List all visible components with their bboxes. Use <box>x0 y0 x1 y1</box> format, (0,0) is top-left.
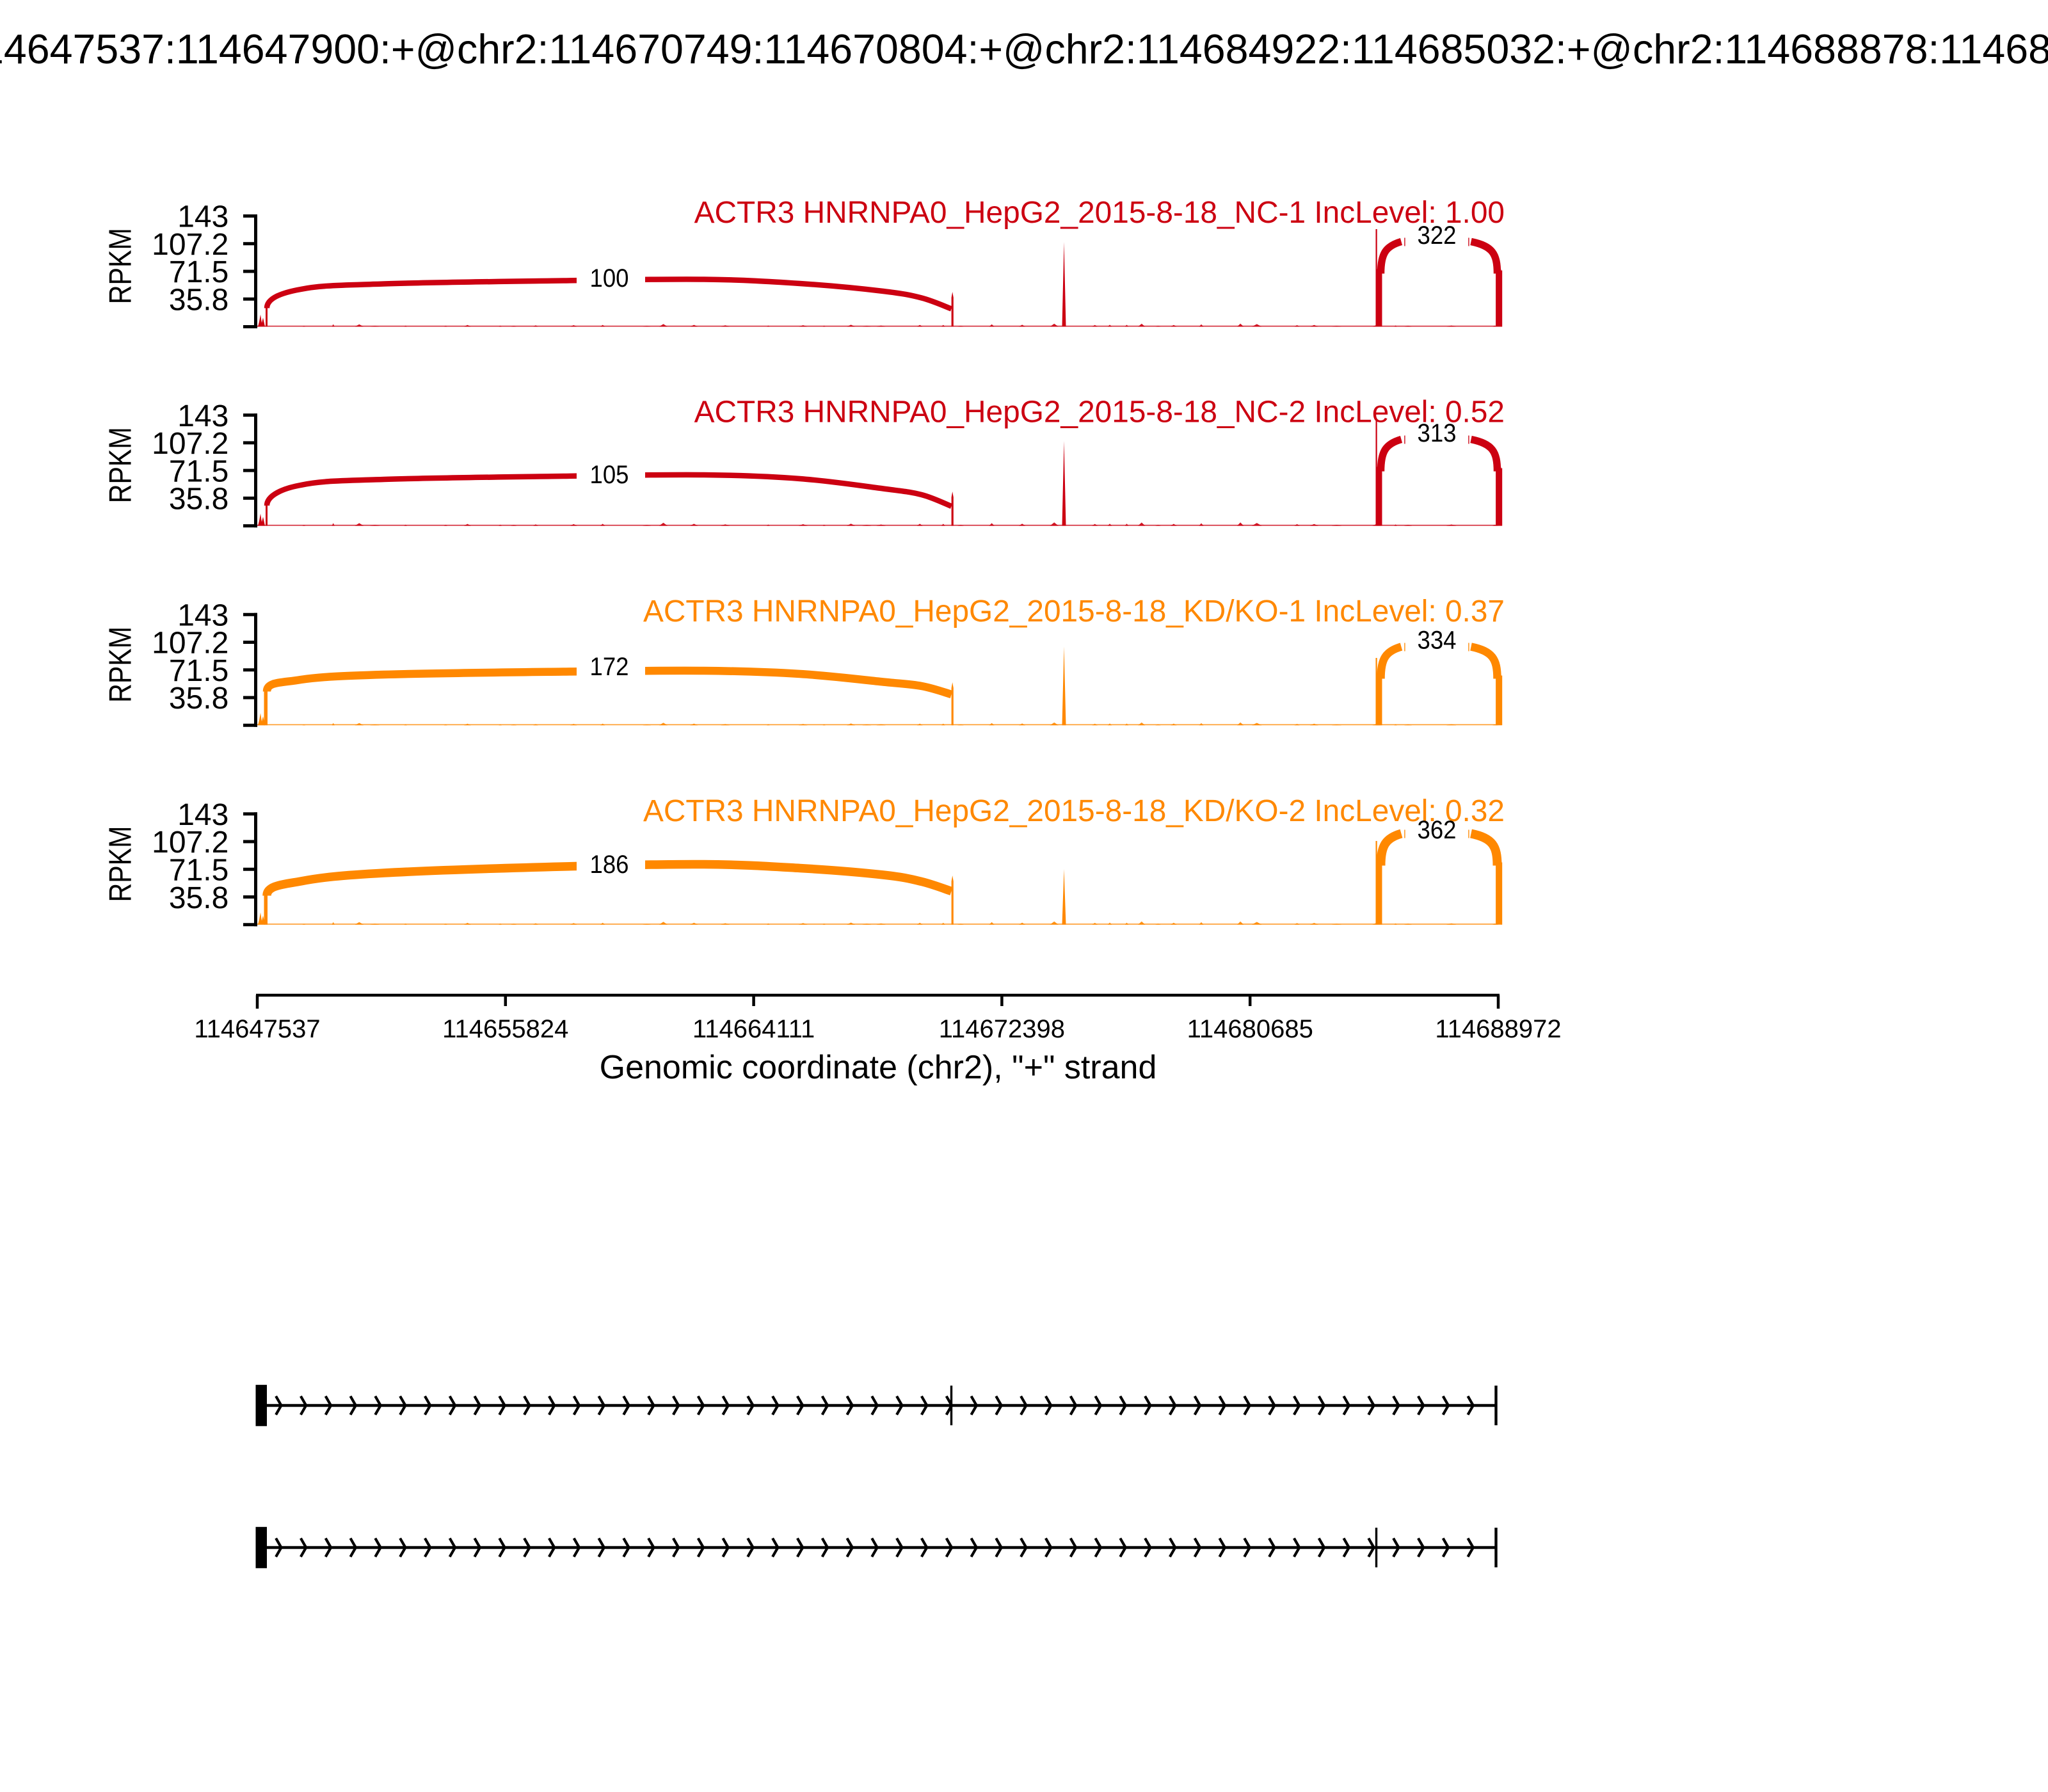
svg-text:114688972: 114688972 <box>1435 1015 1561 1043</box>
svg-text:RPKM: RPKM <box>103 826 138 902</box>
svg-text:35.8: 35.8 <box>169 483 228 516</box>
svg-text:114680685: 114680685 <box>1187 1015 1313 1043</box>
svg-text:114647537: 114647537 <box>194 1015 320 1043</box>
svg-text:RPKM: RPKM <box>103 627 138 703</box>
svg-text:71.5: 71.5 <box>169 854 228 888</box>
svg-text:114655824: 114655824 <box>442 1015 568 1043</box>
svg-text:143: 143 <box>177 598 228 632</box>
svg-text:362: 362 <box>1418 816 1457 844</box>
svg-text:322: 322 <box>1418 221 1457 250</box>
svg-text:107.2: 107.2 <box>152 826 228 860</box>
svg-text:71.5: 71.5 <box>169 654 228 688</box>
svg-text:114672398: 114672398 <box>939 1015 1065 1043</box>
svg-text:ACTR3 HNRNPA0_HepG2_2015-8-18_: ACTR3 HNRNPA0_HepG2_2015-8-18_KD/KO-1 In… <box>643 595 1505 628</box>
svg-text:107.2: 107.2 <box>152 627 228 660</box>
svg-text:114664111: 114664111 <box>692 1015 815 1043</box>
svg-text:RPKM: RPKM <box>103 228 138 304</box>
svg-text:35.8: 35.8 <box>169 881 228 915</box>
svg-text:313: 313 <box>1418 419 1457 447</box>
svg-text:35.8: 35.8 <box>169 682 228 716</box>
svg-text:71.5: 71.5 <box>169 255 228 289</box>
svg-text:RPKM: RPKM <box>103 427 138 503</box>
svg-text:334: 334 <box>1418 627 1457 655</box>
svg-text:172: 172 <box>590 653 629 681</box>
svg-text:143: 143 <box>177 798 228 832</box>
svg-text:186: 186 <box>590 851 629 879</box>
svg-text:107.2: 107.2 <box>152 427 228 461</box>
svg-text:35.8: 35.8 <box>169 283 228 317</box>
svg-text:100: 100 <box>590 264 629 292</box>
svg-text:143: 143 <box>177 399 228 433</box>
svg-text:105: 105 <box>590 461 629 489</box>
svg-text:chr2:114647537:114647900:+@chr: chr2:114647537:114647900:+@chr2:11467074… <box>0 26 2048 72</box>
svg-text:143: 143 <box>177 200 228 234</box>
svg-text:ACTR3 HNRNPA0_HepG2_2015-8-18_: ACTR3 HNRNPA0_HepG2_2015-8-18_KD/KO-2 In… <box>643 794 1505 828</box>
svg-text:ACTR3 HNRNPA0_HepG2_2015-8-18_: ACTR3 HNRNPA0_HepG2_2015-8-18_NC-1 IncLe… <box>694 196 1505 230</box>
svg-text:71.5: 71.5 <box>169 454 228 488</box>
svg-text:107.2: 107.2 <box>152 228 228 262</box>
svg-text:Genomic coordinate (chr2), "+": Genomic coordinate (chr2), "+" strand <box>600 1049 1157 1086</box>
svg-text:ACTR3 HNRNPA0_HepG2_2015-8-18_: ACTR3 HNRNPA0_HepG2_2015-8-18_NC-2 IncLe… <box>694 396 1505 429</box>
